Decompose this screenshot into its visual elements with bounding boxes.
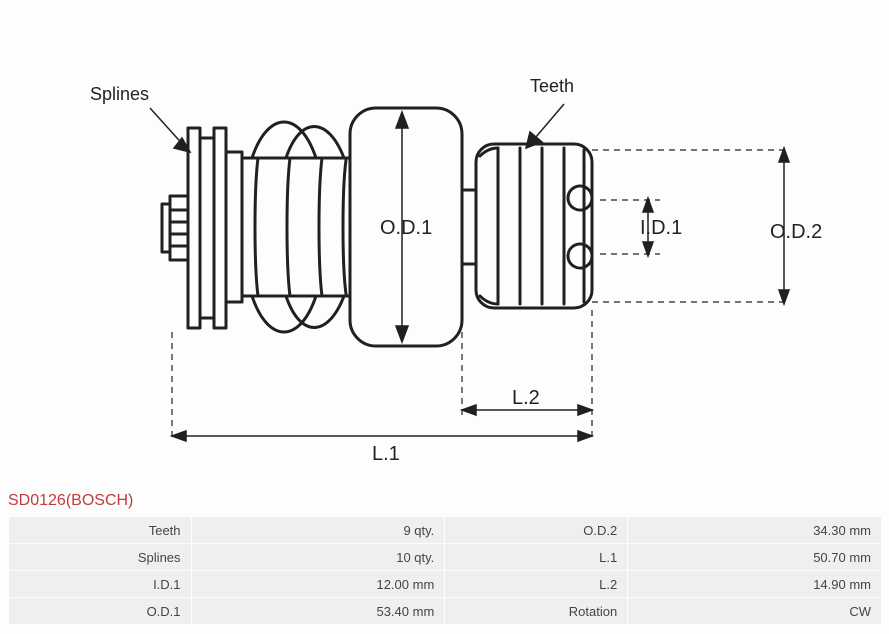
label-id1: I.D.1 [640,217,682,239]
label-splines: Splines [90,84,149,104]
spec-value: 9 qty. [192,517,445,543]
table-row: Splines 10 qty. L.1 50.70 mm [9,544,881,570]
spec-table: Teeth 9 qty. O.D.2 34.30 mm Splines 10 q… [8,516,882,625]
table-row: O.D.1 53.40 mm Rotation CW [9,598,881,624]
spec-value: 10 qty. [192,544,445,570]
spec-value: 50.70 mm [628,544,881,570]
spec-value: CW [628,598,881,624]
spec-key: L.2 [445,571,627,597]
spec-key: Rotation [445,598,627,624]
spec-value: 12.00 mm [192,571,445,597]
technical-diagram: Splines Teeth O.D.1 I.D.1 O.D.2 L.2 L.1 [0,0,889,490]
spec-key: O.D.1 [9,598,191,624]
spec-key: Splines [9,544,191,570]
spec-value: 34.30 mm [628,517,881,543]
spec-key: I.D.1 [9,571,191,597]
spec-key: Teeth [9,517,191,543]
label-l2: L.2 [512,387,540,409]
part-title: SD0126(BOSCH) [0,490,889,516]
label-teeth: Teeth [530,76,574,96]
spec-key: L.1 [445,544,627,570]
spec-value: 53.40 mm [192,598,445,624]
label-od2: O.D.2 [770,221,822,243]
table-row: Teeth 9 qty. O.D.2 34.30 mm [9,517,881,543]
label-od1: O.D.1 [380,217,432,239]
spec-key: O.D.2 [445,517,627,543]
spec-value: 14.90 mm [628,571,881,597]
label-l1: L.1 [372,443,400,465]
table-row: I.D.1 12.00 mm L.2 14.90 mm [9,571,881,597]
